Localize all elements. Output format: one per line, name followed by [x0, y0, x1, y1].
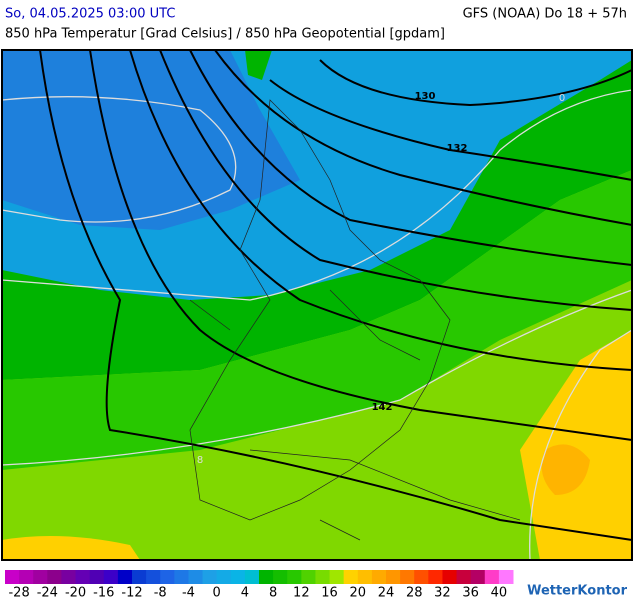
colorbar-tick-label: 36 [462, 586, 479, 601]
color-cell [244, 570, 260, 584]
colorbar-tick-label: 8 [269, 586, 277, 601]
color-cell [117, 570, 133, 584]
color-cell [357, 570, 373, 584]
color-cell [160, 570, 175, 584]
color-cell [33, 570, 48, 584]
color-cell [343, 570, 359, 584]
colorbar-tick-label: 24 [378, 586, 395, 601]
colorbar-tick-label: -12 [121, 586, 142, 601]
colorbar-tick-label: -24 [37, 586, 58, 601]
color-cell [103, 570, 119, 584]
colorbar-tick-label: -16 [93, 586, 114, 601]
color-cell [456, 570, 472, 584]
color-cell [19, 570, 34, 584]
color-cell [400, 570, 415, 584]
date: So, 04.05.2025 03:00 UTC [5, 7, 175, 22]
color-cell [386, 570, 401, 584]
colorbar-tick-label: 0 [213, 586, 221, 601]
color-cell [132, 570, 147, 584]
color-cell [259, 570, 274, 584]
color-cell [273, 570, 288, 584]
logo: WetterKontor [527, 584, 628, 599]
contour-label: 132 [447, 143, 468, 154]
color-cell [470, 570, 486, 584]
colorbar-tick-label: -8 [154, 586, 167, 601]
colorbar-tick-label: 4 [241, 586, 249, 601]
color-cell [61, 570, 77, 584]
color-cell [5, 570, 20, 584]
color-cell [414, 570, 429, 584]
color-cell [202, 570, 218, 584]
subtitle: 850 hPa Temperatur [Grad Celsius] / 850 … [5, 27, 445, 42]
color-cell [89, 570, 105, 584]
color-cell [371, 570, 387, 584]
color-cell [146, 570, 161, 584]
colorbar-tick-label: 12 [293, 586, 310, 601]
contour-label: 142 [372, 402, 393, 413]
colorbar-tick-label: 40 [491, 586, 508, 601]
colorbar-tick-label: 28 [406, 586, 423, 601]
color-cell [174, 570, 189, 584]
colorbar-tick-label: 20 [350, 586, 367, 601]
colorbar-tick-label: -4 [182, 586, 195, 601]
isotherm-label: 8 [197, 455, 203, 466]
model: GFS (NOAA) Do 18 + 57h [463, 7, 627, 22]
color-cell [216, 570, 232, 584]
isotherm-label: 0 [559, 93, 565, 104]
color-cell [484, 570, 500, 584]
color-cell [315, 570, 331, 584]
color-cell [442, 570, 458, 584]
colorbar-tick-label: 16 [321, 586, 338, 601]
color-cell [230, 570, 246, 584]
color-cell [75, 570, 91, 584]
color-cell [498, 570, 514, 584]
contour-label: 130 [415, 91, 436, 102]
colorbar-tick-label: -20 [65, 586, 86, 601]
colorbar-tick-label: 32 [434, 586, 451, 601]
map: 130 132 142 0 8 [1, 49, 633, 561]
color-cell [188, 570, 204, 584]
color-cell [47, 570, 62, 584]
color-cell [329, 570, 345, 584]
color-cell [428, 570, 443, 584]
color-cell [301, 570, 316, 584]
color-cell [287, 570, 302, 584]
colorbar-tick-label: -28 [8, 586, 29, 601]
colorbar: -28 -24 -20 -16 -12 -8 -4 0 4 8 12 16 20 24 28 32 36 40 [5, 570, 514, 601]
